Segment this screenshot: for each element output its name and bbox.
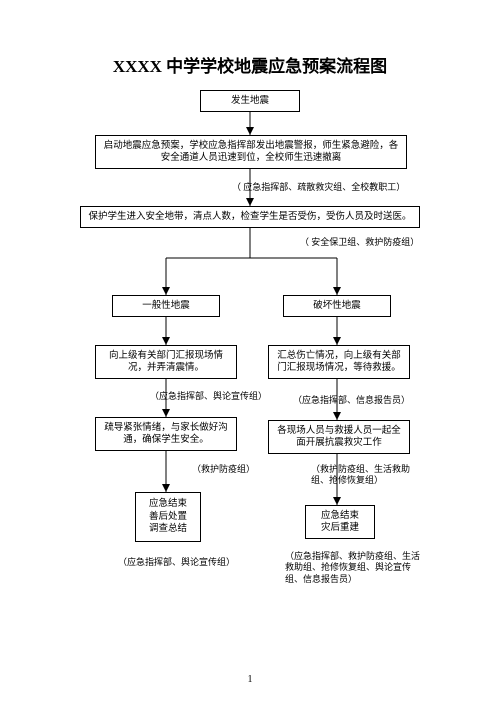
flow-node-n6: 向上级有关部门汇报现场情况，并弄清震情。: [95, 345, 237, 379]
flow-label-l7: （应急指挥部、舆论宣传组）: [118, 557, 235, 568]
flow-label-l1: （ 应急指挥部、疏散救灾组、全校教职工）: [232, 182, 405, 193]
page-number: 1: [0, 674, 500, 685]
flow-label-l5: （救护防疫组）: [192, 464, 255, 475]
flow-node-n11: 应急结束 灾后重建: [305, 505, 375, 539]
flow-label-l4: （应急指挥部、信息报告员）: [293, 395, 410, 406]
page-title: XXXX 中学学校地震应急预案流程图: [0, 52, 500, 77]
flow-node-n9: 各现场人员与救援人员一起全面开展抗震救灾工作: [268, 420, 410, 454]
flow-label-l2: （ 安全保卫组、救护防疫组）: [300, 237, 419, 248]
flow-node-n3: 保护学生进入安全地带，清点人数，检查学生是否受伤，受伤人员及时送医。: [80, 206, 420, 228]
flow-node-n5: 破坏性地震: [283, 295, 391, 317]
flow-label-l8: （应急指挥部、救护防疫组、生活救助组、抢修恢复组、舆论宣传组、信息报告员）: [285, 551, 425, 585]
flow-label-l6: （救护防疫组、生活救助组、抢修恢复组）: [311, 464, 421, 487]
flow-node-n7: 汇总伤亡情况，向上级有关部门汇报现场情况，等待救援。: [268, 345, 410, 379]
flow-label-l3: （应急指挥部、舆论宣传组）: [150, 391, 267, 402]
flow-node-n4: 一般性地震: [112, 295, 220, 317]
flow-node-n10: 应急结束 善后处置 调查总结: [135, 492, 201, 542]
flow-node-n1: 发生地震: [200, 90, 300, 112]
flow-node-n8: 疏导紧张情绪，与家长做好沟通，确保学生安全。: [95, 417, 237, 451]
flow-node-n2: 启动地震应急预案，学校应急指挥部发出地震警报，师生紧急避险，各安全通道人员迅速到…: [95, 135, 407, 169]
